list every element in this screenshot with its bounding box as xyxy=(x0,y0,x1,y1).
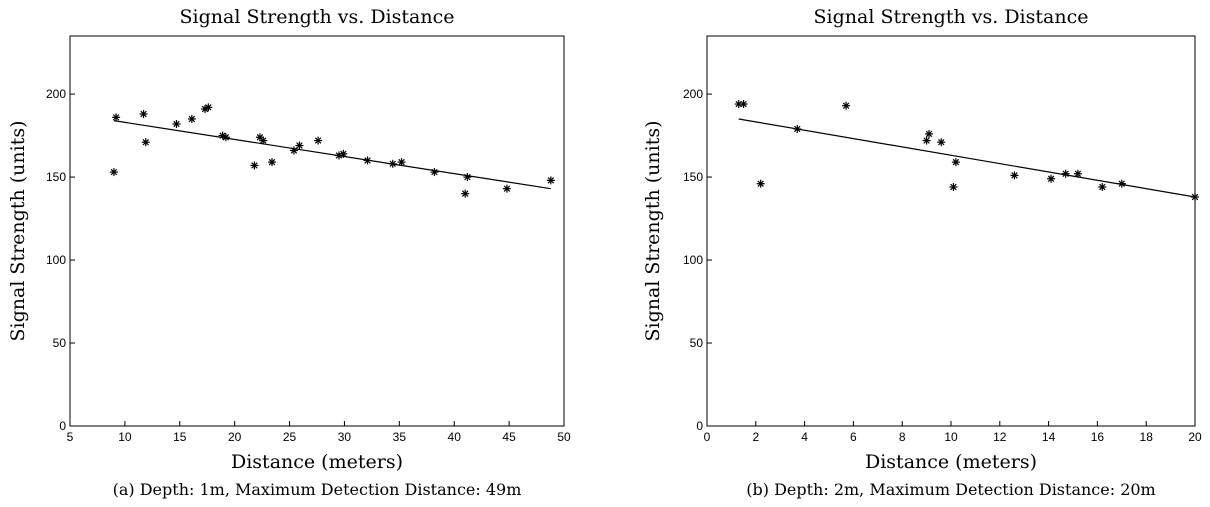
data-point xyxy=(949,183,958,192)
x-tick-label: 25 xyxy=(283,430,297,444)
data-point xyxy=(314,136,323,145)
data-point xyxy=(756,179,765,188)
data-point xyxy=(739,100,748,109)
data-point xyxy=(267,158,276,167)
data-point xyxy=(172,119,181,128)
data-point xyxy=(1073,169,1082,178)
data-point xyxy=(1010,171,1019,180)
panel-caption: (a) Depth: 1m, Maximum Detection Distanc… xyxy=(113,480,522,499)
plot-frame xyxy=(706,35,1196,427)
data-point xyxy=(922,136,931,145)
y-ticks: 0 50 100 150 200 xyxy=(46,87,75,433)
y-tick-label: 100 xyxy=(683,253,703,267)
data-point xyxy=(937,138,946,147)
data-point xyxy=(430,168,439,177)
data-point xyxy=(397,158,406,167)
x-tick-label: 45 xyxy=(502,430,516,444)
x-tick-label: 15 xyxy=(173,430,187,444)
data-point xyxy=(250,161,259,170)
y-ticks: 0 50 100 150 200 xyxy=(683,87,712,433)
y-tick-label: 0 xyxy=(696,419,703,433)
x-tick-label: 40 xyxy=(448,430,462,444)
y-tick-label: 200 xyxy=(683,87,703,101)
panel-caption: (b) Depth: 2m, Maximum Detection Distanc… xyxy=(746,480,1155,499)
data-points xyxy=(109,103,555,198)
x-tick-label: 10 xyxy=(118,430,132,444)
x-tick-label: 4 xyxy=(801,430,808,444)
data-points xyxy=(734,100,1199,201)
y-tick-label: 200 xyxy=(46,87,66,101)
x-tick-label: 8 xyxy=(899,430,906,444)
fit-line xyxy=(113,120,551,190)
data-point xyxy=(1098,183,1107,192)
x-axis-label: Distance (meters) xyxy=(865,451,1037,473)
x-tick-label: 18 xyxy=(1140,430,1154,444)
data-point xyxy=(109,168,118,177)
y-tick-label: 50 xyxy=(690,336,704,350)
x-tick-label: 20 xyxy=(1188,430,1202,444)
y-axis-label: Signal Strength (units) xyxy=(642,121,664,342)
x-tick-label: 0 xyxy=(704,430,711,444)
chart-title: Signal Strength vs. Distance xyxy=(180,6,455,28)
plot-frame xyxy=(69,35,565,427)
x-tick-label: 30 xyxy=(338,430,352,444)
data-point xyxy=(502,184,511,193)
data-point xyxy=(842,101,851,110)
y-tick-label: 50 xyxy=(53,336,67,350)
fit-line xyxy=(738,118,1196,198)
data-point xyxy=(734,100,743,109)
y-tick-label: 150 xyxy=(46,170,66,184)
data-point xyxy=(112,113,121,122)
y-axis-label: Signal Strength (units) xyxy=(7,121,29,342)
x-axis-label: Distance (meters) xyxy=(231,451,403,473)
data-point xyxy=(461,189,470,198)
fit-line-group xyxy=(738,118,1196,198)
y-tick-label: 0 xyxy=(59,419,66,433)
y-tick-label: 150 xyxy=(683,170,703,184)
x-tick-label: 2 xyxy=(752,430,759,444)
chart-title: Signal Strength vs. Distance xyxy=(814,6,1089,28)
panel-b: Signal Strength vs. Distance 0 2 4 6 8 10 12 14… xyxy=(642,6,1202,499)
data-point xyxy=(951,158,960,167)
fit-line-group xyxy=(113,120,551,190)
x-tick-label: 5 xyxy=(67,430,74,444)
x-tick-label: 10 xyxy=(944,430,958,444)
x-tick-label: 50 xyxy=(557,430,571,444)
x-tick-label: 16 xyxy=(1091,430,1105,444)
x-tick-label: 20 xyxy=(228,430,242,444)
data-point xyxy=(1061,169,1070,178)
data-point xyxy=(463,173,472,182)
panel-a: Signal Strength vs. Distance 5 10 15 20 25 30… xyxy=(7,6,571,499)
y-tick-label: 100 xyxy=(46,253,66,267)
data-point xyxy=(1047,174,1056,183)
x-tick-label: 14 xyxy=(1042,430,1056,444)
x-tick-label: 12 xyxy=(993,430,1007,444)
data-point xyxy=(141,138,150,147)
x-ticks: 5 10 15 20 25 30 35 40 45 50 xyxy=(67,421,571,444)
data-point xyxy=(259,136,268,145)
x-tick-label: 6 xyxy=(850,430,857,444)
data-point xyxy=(925,129,934,138)
data-point xyxy=(204,103,213,112)
x-tick-label: 35 xyxy=(393,430,407,444)
x-ticks: 0 2 4 6 8 10 12 14 16 18 20 xyxy=(704,421,1202,444)
data-point xyxy=(546,176,555,185)
data-point xyxy=(295,141,304,150)
data-point xyxy=(187,114,196,123)
data-point xyxy=(139,110,148,118)
